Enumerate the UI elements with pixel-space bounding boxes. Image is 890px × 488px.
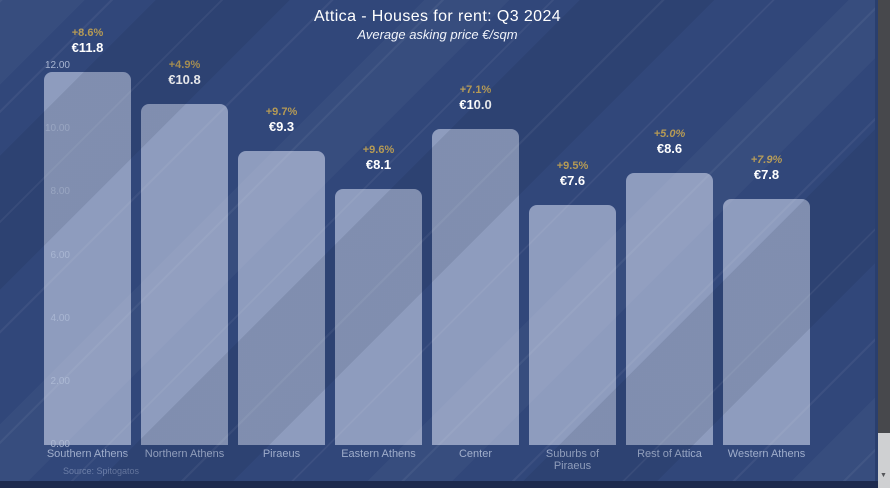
value-label: €7.6 [559, 172, 586, 188]
y-axis-tick-label: 8.00 [50, 186, 70, 198]
bar-group-piraeus: +9.7% €9.3 Piraeus [238, 66, 325, 460]
pct-change-label: +9.6% [362, 144, 395, 157]
value-label: €8.6 [656, 141, 683, 157]
pct-change-label: +7.1% [459, 84, 492, 97]
bar-group-center: +7.1% €10.0 Center [432, 66, 519, 460]
value-label: €8.1 [365, 157, 392, 173]
y-axis-tick-label: 12.00 [44, 60, 70, 71]
value-label: €10.0 [459, 97, 492, 113]
pct-change-label: +4.9% [168, 58, 201, 71]
x-axis-label-eastern-athens: Eastern Athens [341, 448, 416, 460]
source-caption: Source: Spitogatos [63, 466, 140, 476]
y-axis-tick-label: 4.00 [50, 312, 70, 324]
bar-group-eastern-athens: +9.6% €8.1 Eastern Athens [335, 66, 422, 460]
bar-center [432, 129, 519, 445]
value-label: €11.8 [71, 40, 104, 56]
bar-group-western-athens: +7.9% €7.8 Western Athens [723, 66, 810, 460]
x-axis-label-southern-athens: Southern Athens [46, 448, 129, 460]
bar-group-suburbs-of-piraeus: +9.5% €7.6 Suburbs of Piraeus [529, 66, 616, 472]
bar-southern-athens [44, 72, 131, 445]
plot-area: 0.00 2.00 4.00 6.00 8.00 10.00 12.00 +8.6% €11.8… [44, 27, 810, 472]
page-background-strip [0, 481, 878, 488]
value-label: €10.8 [168, 71, 201, 87]
scroll-down-icon[interactable]: ▼ [880, 472, 887, 479]
y-axis-tick-label: 6.00 [50, 249, 70, 261]
y-axis-tick-label: 2.00 [50, 375, 70, 387]
scrollbar-track[interactable]: ▼ [878, 0, 890, 488]
chart-title: Attica - Houses for rent: Q3 2024 [313, 8, 562, 25]
y-axis-tick-label: 10.00 [44, 123, 70, 135]
chart-subtitle: Average asking price €/sqm [357, 27, 518, 42]
bar-chart: Attica - Houses for rent: Q3 2024 Averag… [0, 0, 878, 481]
pct-change-label: +9.5% [556, 159, 589, 172]
pct-change-label: +9.7% [265, 106, 298, 119]
value-label: €7.8 [753, 166, 780, 182]
scrollbar-thumb[interactable] [878, 433, 890, 488]
value-label: €9.3 [268, 119, 295, 135]
x-axis-label-rest-of-attica: Rest of Attica [637, 448, 702, 460]
bar-group-northern-athens: +4.9% €10.8 Northern Athens [141, 59, 228, 460]
x-axis-label-northern-athens: Northern Athens [144, 448, 225, 460]
bar-rest-of-attica [626, 173, 713, 445]
x-axis-label-center: Center [458, 448, 493, 460]
bar-northern-athens [141, 103, 228, 445]
x-axis-label-piraeus: Piraeus [262, 448, 301, 460]
bar-eastern-athens [335, 189, 422, 445]
bar-suburbs-of-piraeus [529, 204, 616, 445]
bar-group-rest-of-attica: +5.0% €8.6 Rest of Attica [626, 66, 713, 460]
bar-piraeus [238, 151, 325, 445]
bar-group-southern-athens: +8.6% €11.8 Southern Athens [44, 27, 131, 460]
x-axis-label-suburbs-of-piraeus: Suburbs of Piraeus [545, 448, 600, 472]
pct-change-label: +7.9% [750, 153, 783, 166]
bar-western-athens [723, 198, 810, 445]
y-axis-tick-label: 0.00 [50, 439, 70, 450]
pct-change-label: +5.0% [653, 128, 686, 141]
pct-change-label: +8.6% [71, 27, 104, 40]
x-axis-label-western-athens: Western Athens [727, 448, 806, 460]
